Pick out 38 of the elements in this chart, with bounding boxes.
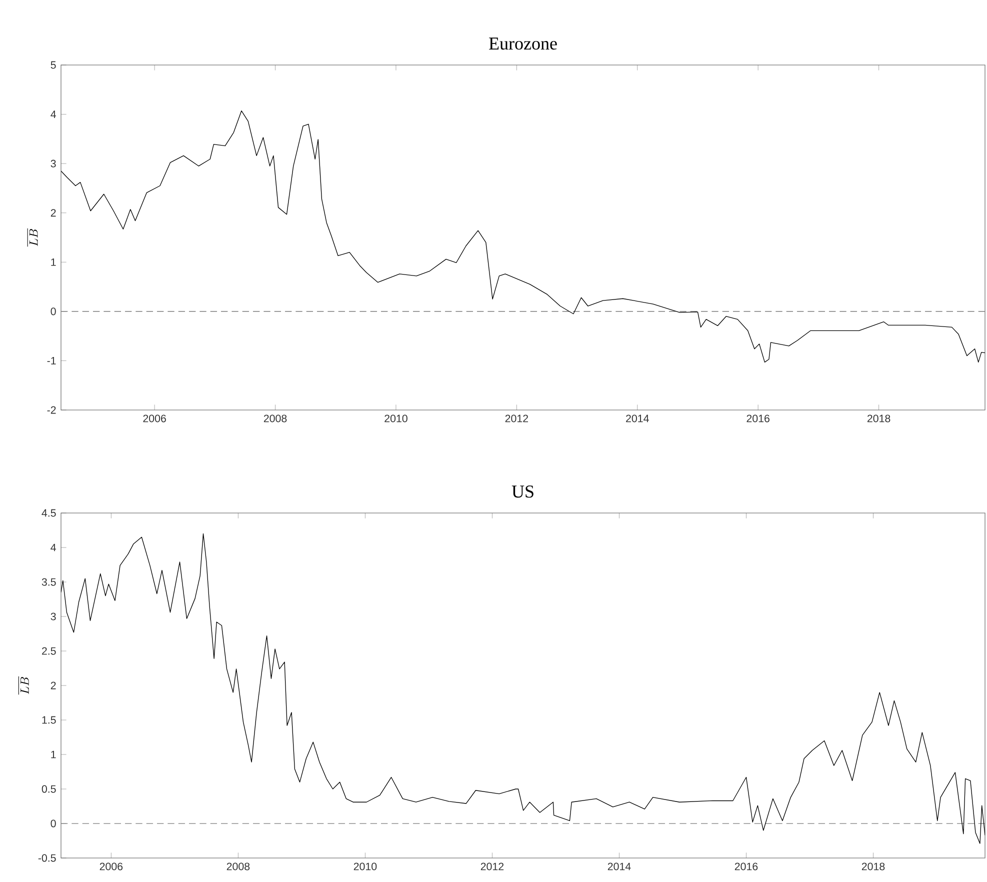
y-axis-title: $\overline{LB}$ (18, 676, 29, 695)
y-tick-label: 4 (50, 544, 56, 552)
chart-title: Eurozone (489, 38, 557, 50)
y-tick-label: 2 (50, 682, 56, 690)
x-tick-label: 2018 (862, 862, 885, 870)
x-tick-label: 2006 (143, 414, 166, 422)
x-tick-label: 2018 (867, 414, 890, 422)
y-tick-label: 1 (51, 258, 56, 266)
y-axis-title: $\overline{LB}$ (28, 228, 38, 247)
y-tick-label: 5 (50, 61, 56, 69)
y-tick-label: -2 (47, 406, 56, 414)
x-tick-label: 2016 (734, 862, 758, 870)
x-tick-label: 2008 (264, 414, 287, 422)
line-series (61, 533, 986, 844)
y-tick-label: 0.5 (42, 785, 56, 793)
y-tick-label: 3 (50, 160, 56, 168)
y-tick-label: 4 (50, 110, 56, 118)
x-tick-label: 2014 (626, 414, 649, 422)
y-tick-label: 2.5 (42, 647, 56, 655)
y-tick-label: 1 (51, 750, 56, 758)
y-tick-label: 2 (50, 209, 56, 217)
y-tick-label: 3 (50, 612, 56, 620)
y-tick-label: 0 (50, 308, 56, 316)
x-tick-label: 2012 (480, 862, 504, 870)
x-tick-label: 2010 (354, 862, 377, 870)
y-tick-label: 4.5 (42, 509, 56, 517)
x-tick-label: 2008 (226, 862, 250, 870)
y-tick-label: -1 (47, 357, 56, 364)
y-tick-label: 3.5 (42, 578, 56, 586)
x-tick-label: 2016 (746, 414, 770, 422)
y-tick-label: 0 (50, 820, 56, 828)
x-tick-label: 2010 (384, 414, 408, 422)
x-tick-label: 2006 (100, 862, 123, 870)
y-tick-label: -0.5 (38, 854, 56, 862)
x-tick-label: 2012 (505, 414, 528, 422)
x-tick-label: 2014 (608, 862, 631, 870)
chart-title: US (512, 486, 534, 498)
y-tick-label: 1.5 (42, 716, 56, 724)
